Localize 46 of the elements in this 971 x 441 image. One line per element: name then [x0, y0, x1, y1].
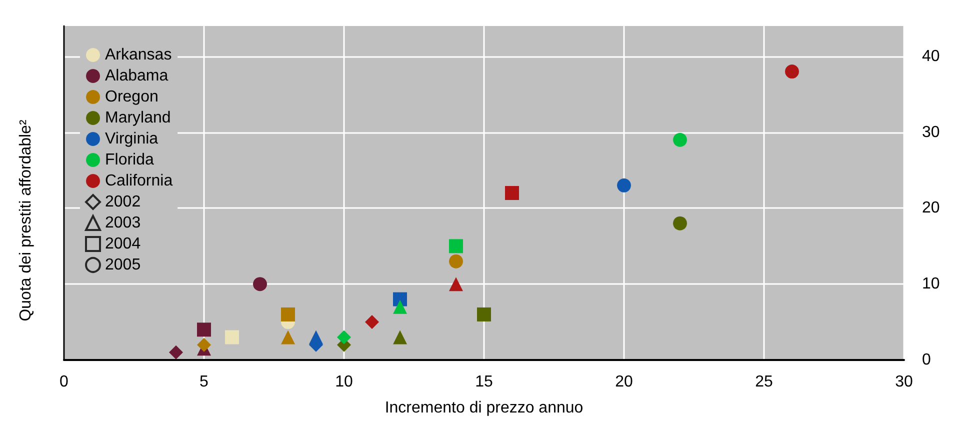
point — [785, 64, 799, 79]
point — [309, 330, 323, 344]
legend-label: 2003 — [105, 214, 141, 232]
point — [337, 330, 351, 344]
x-tick-label: 30 — [895, 374, 913, 390]
point — [449, 277, 463, 292]
y-tick-label: 10 — [922, 276, 940, 293]
legend-label: 2002 — [105, 194, 141, 210]
point — [673, 132, 687, 147]
point — [449, 239, 463, 254]
legend-label: Oregon — [105, 88, 158, 106]
point — [393, 300, 407, 314]
point — [365, 315, 379, 330]
point — [477, 307, 491, 322]
legend-label: Alabama — [105, 68, 168, 84]
y-axis-title: Quota dei prestiti affordable² — [18, 119, 34, 322]
legend-label: California — [105, 172, 173, 190]
point — [449, 254, 463, 268]
point — [169, 345, 183, 360]
point — [225, 330, 239, 344]
x-tick-label: 25 — [755, 374, 773, 390]
legend-label: 2004 — [105, 236, 141, 252]
x-axis-title: Incremento di prezzo annuo — [384, 400, 584, 416]
x-tick-label: 10 — [335, 374, 353, 390]
point — [253, 277, 267, 292]
y-tick-label: 30 — [922, 124, 940, 141]
y-tick-label: 20 — [922, 200, 940, 217]
point — [197, 338, 211, 352]
point — [673, 216, 687, 230]
x-tick-label: 5 — [200, 374, 209, 390]
legend-label: Maryland — [105, 110, 171, 126]
legend-label: Arkansas — [105, 46, 172, 64]
x-tick-label: 0 — [60, 374, 69, 390]
legend-label: Virginia — [105, 130, 158, 148]
point — [281, 307, 295, 322]
point — [197, 322, 211, 337]
point — [393, 330, 407, 344]
y-tick-label: 40 — [922, 48, 940, 65]
legend-label: Florida — [105, 152, 154, 168]
point — [505, 186, 519, 200]
y-tick-label: 0 — [922, 352, 931, 368]
x-tick-label: 15 — [475, 374, 493, 390]
point — [281, 330, 295, 344]
point — [617, 178, 631, 192]
legend-label: 2005 — [105, 256, 141, 274]
x-tick-label: 20 — [615, 374, 633, 390]
